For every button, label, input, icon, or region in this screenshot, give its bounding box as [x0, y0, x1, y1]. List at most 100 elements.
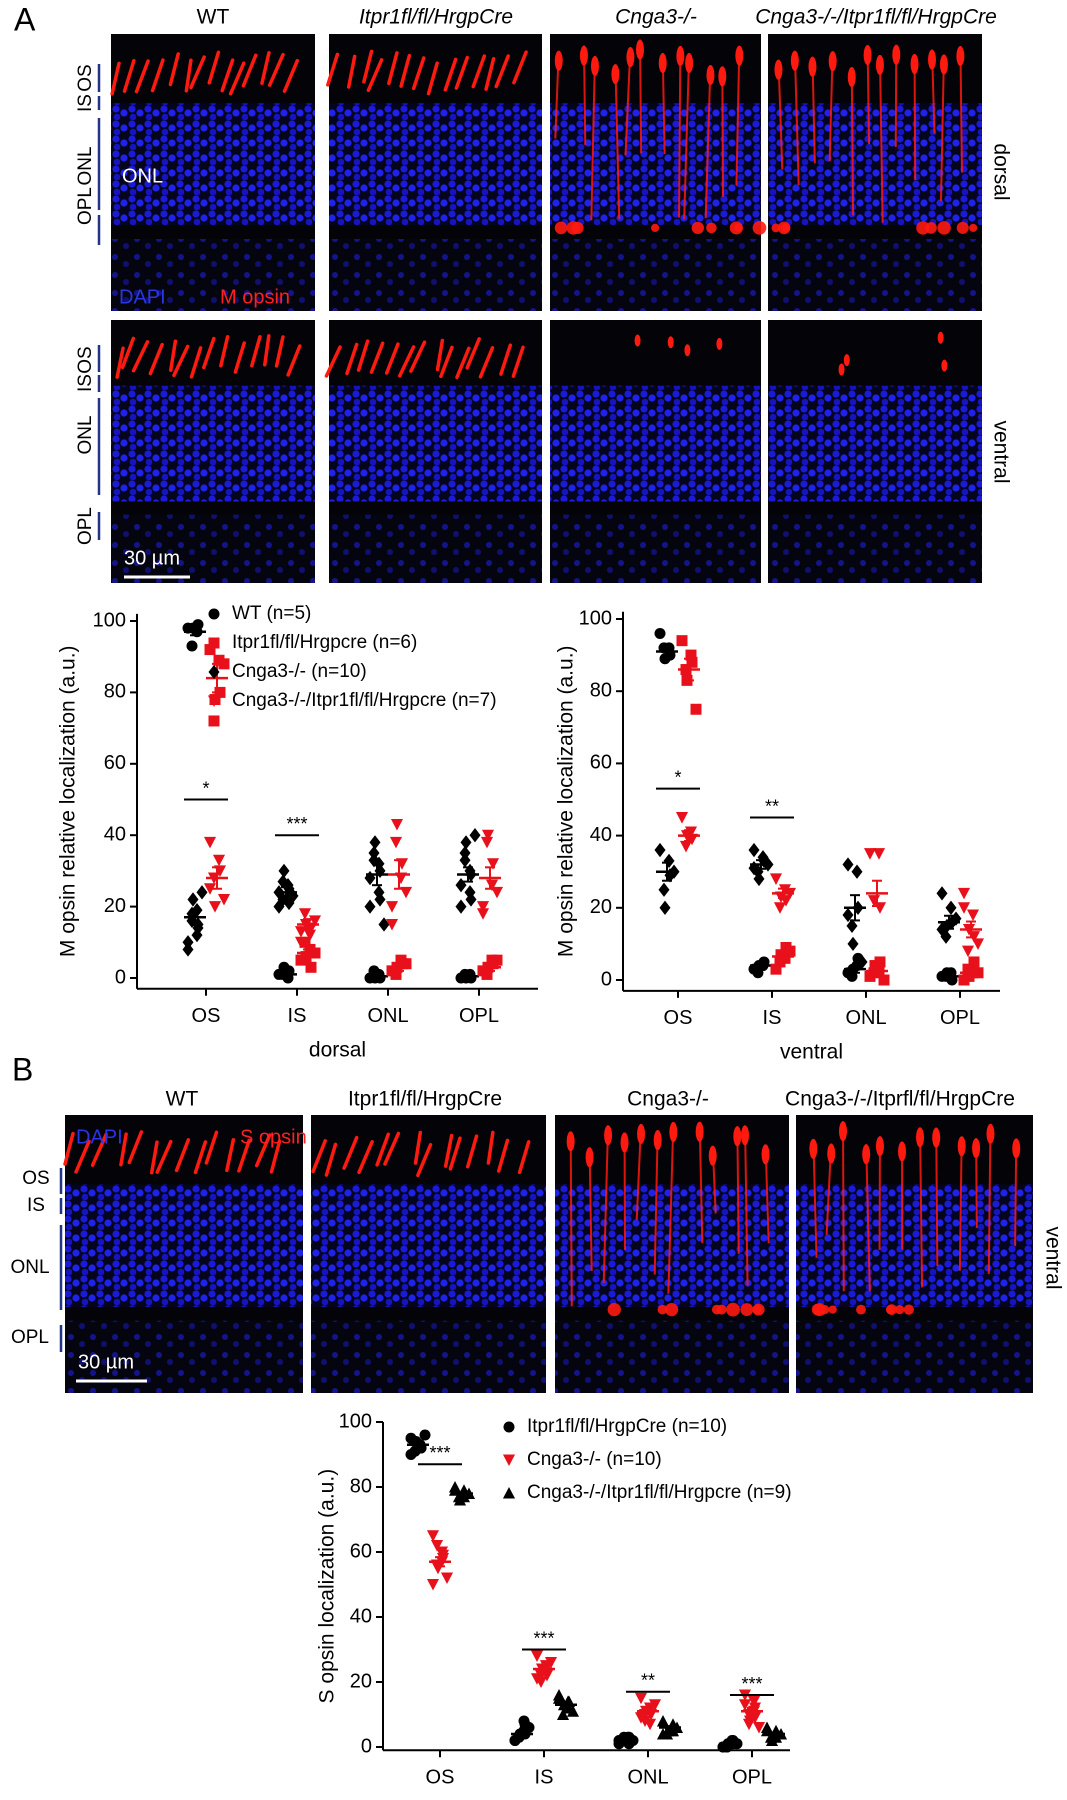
significance-label: ** [765, 796, 779, 816]
legend-label: Cnga3-/-/Itpr1fl/fl/Hrgpcre (n=7) [232, 690, 497, 711]
onl-nuclei [768, 103, 982, 226]
data-point [654, 627, 666, 639]
os-stain [956, 46, 965, 67]
legend-label: Cnga3-/- (n=10) [232, 661, 367, 682]
os-stain [957, 1136, 966, 1157]
os-stain [443, 57, 458, 92]
os-stain [448, 1136, 462, 1171]
inl-nuclei [111, 238, 315, 311]
column-header: Cnga3-/-/Itprfl/fl/HrgpCre [785, 1088, 1015, 1111]
cone-stain [590, 55, 596, 221]
os-stain [455, 346, 471, 380]
terminal-stain [956, 221, 969, 234]
os-stain [910, 53, 919, 74]
os-stain [658, 53, 667, 74]
os-stain [233, 341, 246, 374]
os-stain [282, 58, 300, 93]
terminal-stain [828, 1305, 837, 1314]
y-tick-label: 20 [104, 895, 126, 917]
os-stain [471, 54, 487, 89]
data-point [186, 640, 198, 652]
onl-nuclei [550, 385, 761, 502]
data-point [305, 961, 317, 973]
os-stain [228, 61, 246, 96]
os-stain [174, 1138, 191, 1173]
micrograph [550, 34, 767, 311]
data-point [374, 892, 386, 907]
onl-nuclei [796, 1184, 1033, 1307]
data-point [203, 836, 217, 849]
onl-nuclei [768, 385, 982, 502]
os-stain [193, 1140, 208, 1175]
os-stain [119, 1132, 128, 1167]
legend-label: Itpr1fl/fl/Hrgpcre (n=6) [232, 632, 417, 653]
cone-stain [667, 1121, 675, 1294]
onl-nuclei [311, 1184, 546, 1307]
os-stain [685, 53, 694, 74]
os-stain [362, 49, 374, 84]
data-point [863, 848, 877, 860]
data-point [945, 900, 957, 915]
os-stain [416, 1143, 433, 1178]
data-point [430, 1540, 444, 1552]
inl-nuclei [311, 1320, 546, 1393]
data-point [385, 918, 399, 931]
column-header: Cnga3-/-/Itpr1fl/fl/HrgpCre [755, 6, 997, 29]
os-stain [225, 1138, 236, 1173]
os-stain [585, 1147, 594, 1168]
os-stain [366, 58, 384, 93]
data-point [769, 873, 783, 885]
os-stain [875, 1136, 884, 1157]
inl-nuclei [796, 1320, 1033, 1393]
os-stain [626, 47, 635, 68]
data-point [303, 929, 317, 942]
os-stain [972, 1138, 981, 1159]
os-stain [204, 1130, 219, 1165]
os-stain [345, 342, 359, 376]
scale-label: 30 µm [124, 547, 180, 569]
terminal-stain [903, 1304, 914, 1315]
y-tick-label: 40 [590, 824, 612, 846]
os-stain [875, 54, 884, 75]
terminal-stain [937, 221, 951, 235]
x-tick-label: OPL [732, 1767, 772, 1789]
os-stain [927, 49, 936, 70]
inset-label: ONL [122, 165, 163, 187]
cone-stain [913, 53, 917, 181]
y-tick-label: 100 [339, 1410, 372, 1432]
data-point [659, 900, 671, 915]
data-point [738, 1699, 752, 1711]
data-point [961, 945, 975, 958]
y-tick-label: 80 [350, 1475, 372, 1497]
os-stain [827, 1143, 836, 1164]
micrograph [326, 34, 542, 311]
data-point [656, 1727, 670, 1740]
chart: 020406080100OSISONLOPLventralS opsin loc… [316, 1410, 792, 1800]
os-stain [260, 50, 271, 85]
os-stain [494, 54, 510, 89]
data-point [455, 899, 467, 914]
layer-label: ONL [75, 146, 96, 185]
terminal-stain [706, 222, 717, 234]
os-stain [676, 46, 685, 67]
os-stain [898, 1141, 907, 1162]
cone-stain [569, 1131, 573, 1307]
x-tick-label: ONL [367, 1005, 408, 1027]
os-stain [484, 56, 496, 91]
os-stain [131, 340, 150, 373]
os-stain [311, 1139, 327, 1174]
data-point [742, 1718, 756, 1731]
data-point [690, 703, 702, 715]
os-stain [342, 1135, 359, 1170]
os-stain [892, 44, 901, 65]
os-stain [384, 342, 400, 375]
os-stain [115, 346, 125, 379]
data-point [856, 954, 868, 970]
x-tick-label: OS [426, 1767, 455, 1789]
layer-label: ONL [10, 1257, 49, 1278]
os-stain [383, 1131, 401, 1166]
os-stain [399, 53, 412, 88]
os-stain [172, 344, 190, 378]
y-axis-label: M opsin relative localization (a.u.) [57, 645, 80, 957]
cone-stain [865, 1144, 871, 1292]
